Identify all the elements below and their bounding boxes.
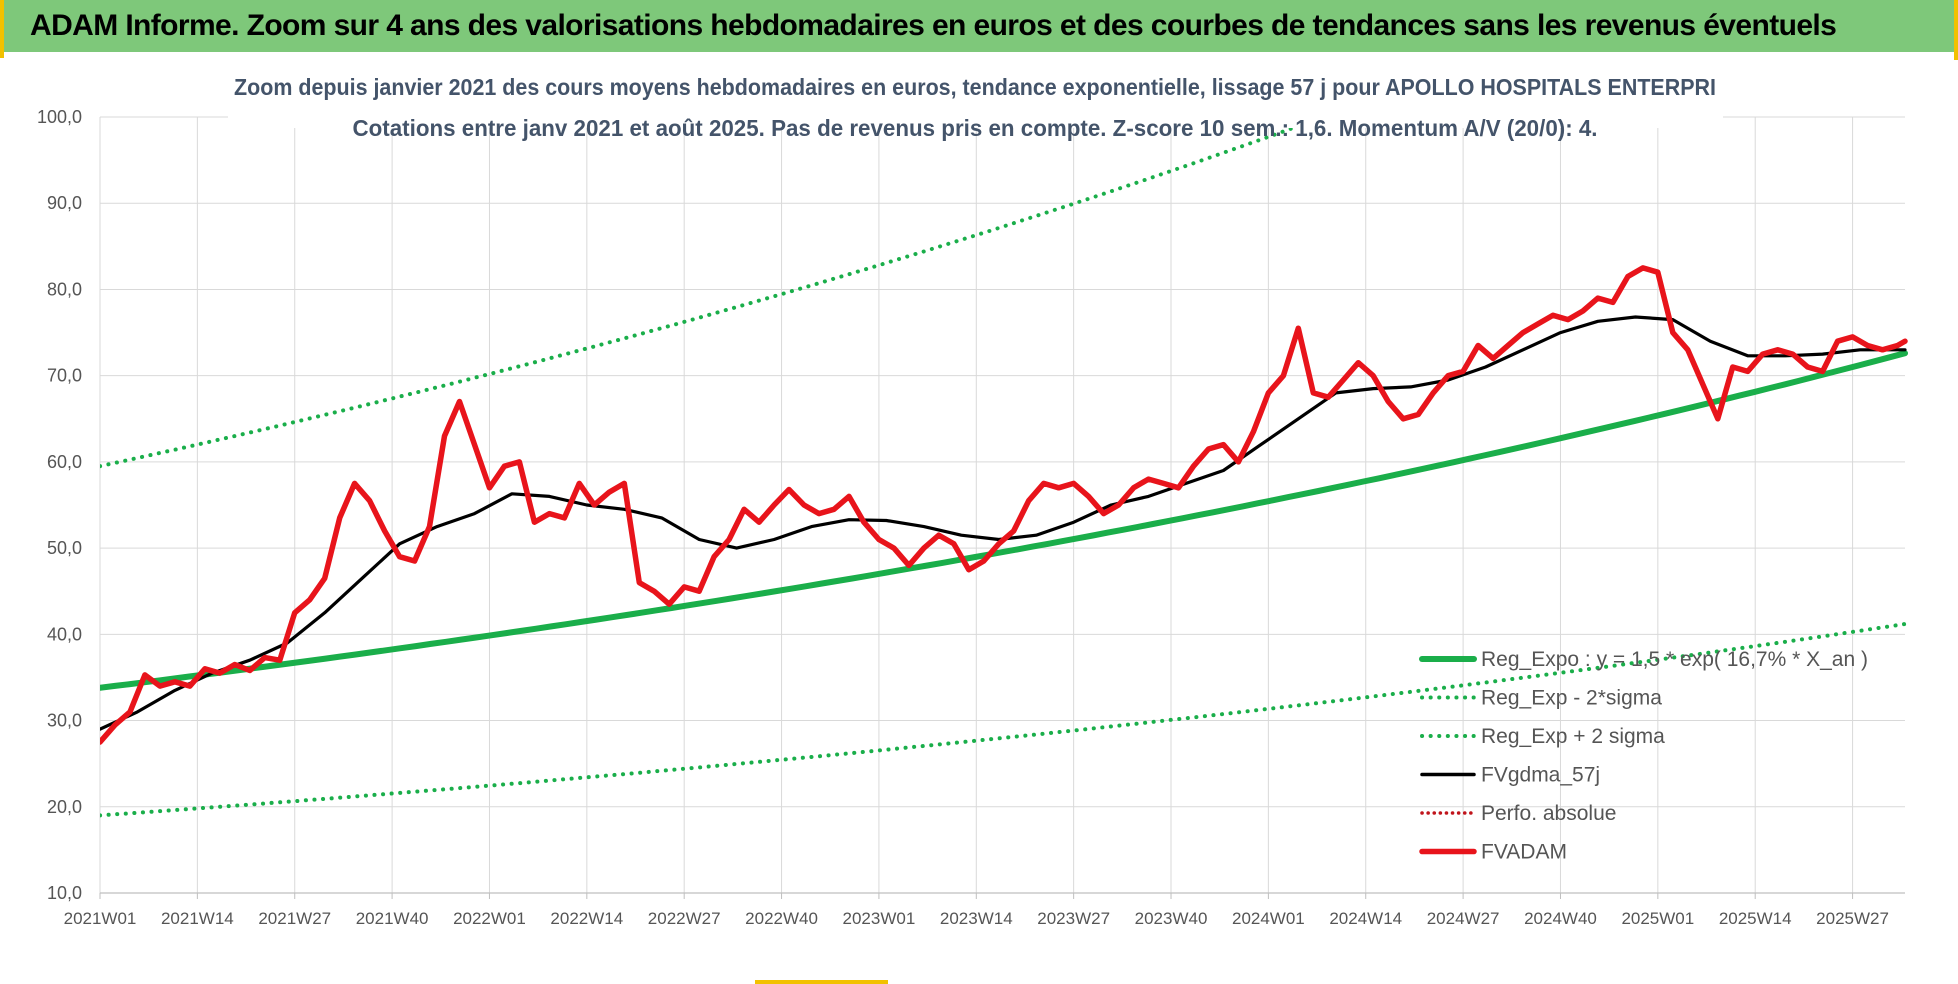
- legend-label-reg: Reg_Expo : y = 1,5 * exp( 16,7% * X_an ): [1481, 648, 1868, 671]
- x-tick-label: 2022W27: [648, 909, 721, 928]
- series-reg-exp-plus-2-sigma: [100, 111, 1346, 469]
- series-fvgdma-57j: [100, 315, 1907, 731]
- chart-titles: Zoom depuis janvier 2021 des cours moyen…: [228, 62, 1723, 141]
- frame-corner-right: [1954, 0, 1958, 60]
- legend-label-adam: FVADAM: [1481, 841, 1567, 864]
- x-tick-label: 2025W01: [1621, 909, 1694, 928]
- series-fvadam: [100, 265, 1908, 745]
- chart-grid: [99, 116, 1905, 894]
- chart-title-line1: Zoom depuis janvier 2021 des cours moyen…: [234, 74, 1716, 100]
- chart: 100,0 90,0 80,0 70,0 60,0 50,0 40,0 30,0 20,0 10,…: [37, 62, 1908, 928]
- series-reg-expo: [100, 350, 1908, 691]
- x-tick-label: 2024W01: [1232, 909, 1305, 928]
- x-tick-label: 2021W27: [258, 909, 331, 928]
- chart-legend: Reg_Expo : y = 1,5 * exp( 16,7% * X_an )…: [1419, 648, 1868, 864]
- y-tick-label: 70,0: [47, 366, 82, 386]
- x-tick-label: 2024W40: [1524, 909, 1597, 928]
- title-backdrop: [228, 62, 1723, 128]
- y-tick-label: 20,0: [47, 797, 82, 817]
- x-tick-label: 2023W40: [1135, 909, 1208, 928]
- chart-axes: 100,0 90,0 80,0 70,0 60,0 50,0 40,0 30,0 20,0 10,…: [37, 107, 1905, 928]
- x-tick-label: 2023W27: [1037, 909, 1110, 928]
- legend-label-gdma: FVgdma_57j: [1481, 764, 1600, 787]
- legend-label-high: Reg_Exp + 2 sigma: [1481, 725, 1665, 748]
- x-tick-label: 2022W14: [550, 909, 623, 928]
- x-tick-label: 2021W40: [356, 909, 429, 928]
- x-tick-label: 2024W14: [1329, 909, 1402, 928]
- y-tick-label: 30,0: [47, 711, 82, 731]
- x-tick-label: 2025W14: [1719, 909, 1792, 928]
- y-tick-label: 90,0: [47, 193, 82, 213]
- legend-label-low: Reg_Exp - 2*sigma: [1481, 687, 1662, 710]
- report-title-banner: ADAM Informe. Zoom sur 4 ans des valoris…: [0, 0, 1958, 52]
- y-tick-label: 50,0: [47, 538, 82, 558]
- y-tick-label: 100,0: [37, 107, 82, 127]
- y-tick-label: 60,0: [47, 452, 82, 472]
- y-tick-label: 40,0: [47, 624, 82, 644]
- x-tick-label: 2023W01: [843, 909, 916, 928]
- x-tick-label: 2021W14: [161, 909, 234, 928]
- legend-label-perfo: Perfo. absolue: [1481, 802, 1616, 825]
- x-tick-label: 2025W27: [1816, 909, 1889, 928]
- x-tick-label: 2024W27: [1427, 909, 1500, 928]
- x-tick-label: 2022W40: [745, 909, 818, 928]
- x-tick-label: 2023W14: [940, 909, 1013, 928]
- frame-corner-left: [0, 0, 4, 58]
- x-tick-label: 2022W01: [453, 909, 526, 928]
- y-tick-label: 80,0: [47, 279, 82, 299]
- chart-title-line2: Cotations entre janv 2021 et août 2025. …: [353, 115, 1598, 141]
- frame-corner-bottom: [755, 980, 888, 984]
- y-tick-label: 10,0: [47, 883, 82, 903]
- series-reg-exp-minus-2-sigma: [100, 622, 1907, 818]
- x-tick-label: 2021W01: [64, 909, 137, 928]
